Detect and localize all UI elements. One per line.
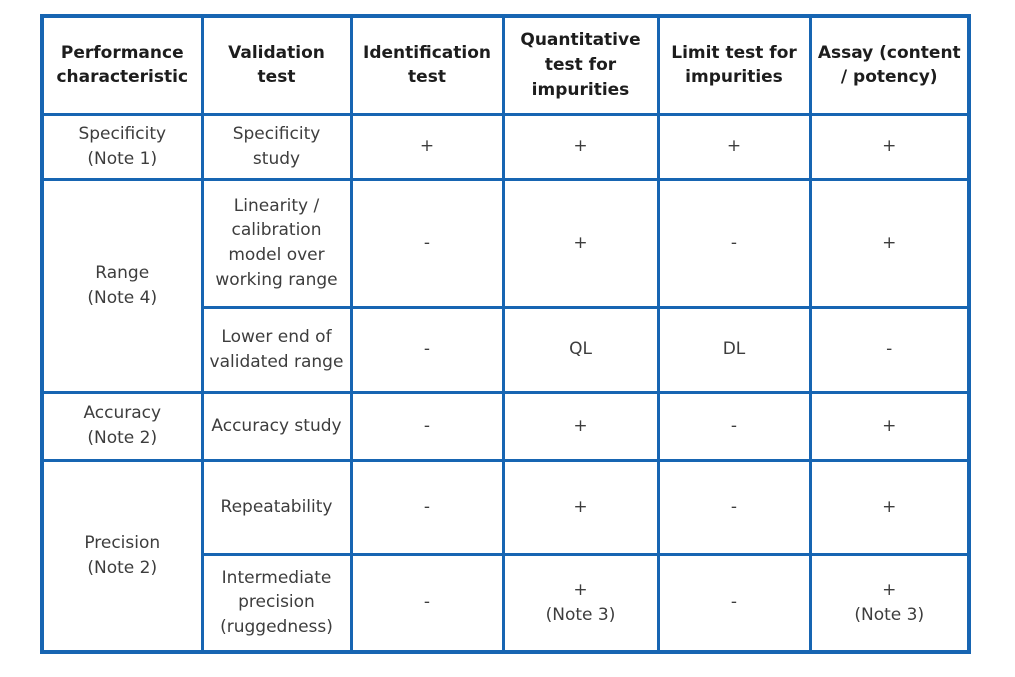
cell-value: + (808, 177, 971, 309)
cell-value: + (656, 112, 812, 181)
cell-value: - (349, 552, 505, 654)
cell-value: - (656, 390, 812, 462)
cell-value: QL (501, 305, 660, 394)
cell-validation-test-specificity-study: Specificity study (200, 112, 353, 181)
cell-characteristic-specificity: Specificity (Note 1) (40, 112, 204, 181)
cell-validation-test-lower-end: Lower end of validated range (200, 305, 353, 394)
cell-value: - (349, 305, 505, 394)
cell-value: + (349, 112, 505, 181)
cell-characteristic-range: Range (Note 4) (40, 177, 204, 394)
column-header-quantitative-test-impurities: Quantitative test for impurities (501, 14, 660, 116)
cell-value: + (808, 390, 971, 462)
cell-characteristic-precision: Precision (Note 2) (40, 458, 204, 654)
cell-value: + (501, 177, 660, 309)
cell-value: + (501, 458, 660, 556)
cell-value: - (349, 458, 505, 556)
cell-value: + (808, 112, 971, 181)
cell-value: - (656, 552, 812, 654)
table-row-intermediate-precision: Intermediate precision (ruggedness) - + … (42, 552, 971, 654)
table-row-accuracy: Accuracy (Note 2) Accuracy study - + - + (40, 390, 971, 462)
column-header-limit-test-impurities: Limit test for impurities (656, 14, 812, 116)
cell-value: - (349, 390, 505, 462)
cell-value: + (501, 112, 660, 181)
column-header-validation-test: Validation test (200, 14, 353, 116)
cell-value: - (808, 305, 971, 394)
cell-characteristic-accuracy: Accuracy (Note 2) (40, 390, 204, 462)
column-header-performance-characteristic: Performance characteristic (40, 14, 204, 116)
cell-validation-test-linearity: Linearity / calibration model over worki… (200, 177, 353, 309)
table-row-specificity: Specificity (Note 1) Specificity study +… (40, 112, 971, 181)
cell-value: + (Note 3) (501, 552, 660, 654)
cell-value: - (656, 458, 812, 556)
column-header-identification-test: Identification test (349, 14, 505, 116)
method-validation-table: Performance characteristic Validation te… (40, 14, 971, 654)
cell-validation-test-accuracy-study: Accuracy study (200, 390, 353, 462)
table-row-repeatability: Precision (Note 2) Repeatability - + - + (40, 458, 971, 654)
header-row: Performance characteristic Validation te… (40, 14, 971, 116)
table-row-linearity: Range (Note 4) Linearity / calibration m… (40, 177, 971, 394)
cell-validation-test-repeatability: Repeatability (200, 458, 353, 556)
column-header-assay: Assay (content / potency) (808, 14, 971, 116)
cell-validation-test-intermediate-precision: Intermediate precision (ruggedness) (200, 552, 353, 654)
cell-value: - (349, 177, 505, 309)
cell-value: + (808, 458, 971, 556)
cell-value: DL (656, 305, 812, 394)
table-row-lower-end: Lower end of validated range - QL DL - (42, 305, 971, 394)
cell-value: - (656, 177, 812, 309)
cell-value: + (Note 3) (808, 552, 971, 654)
cell-value: + (501, 390, 660, 462)
